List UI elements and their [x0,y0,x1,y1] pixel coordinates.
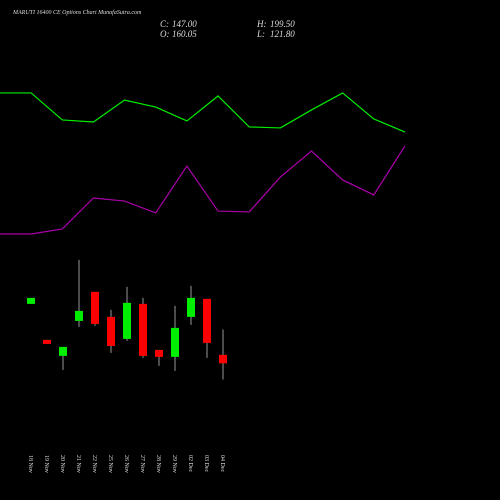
x-tick-label: 20 Nov [59,455,65,473]
header-key: L: [256,29,265,39]
header-key: H: [256,19,267,29]
x-tick-label: 19 Nov [43,455,49,473]
header-value: 199.50 [270,19,295,29]
candle-body [107,316,115,346]
header-value: 160.05 [172,29,197,39]
candle-body [59,346,67,356]
candle-body [203,298,211,343]
x-tick-label: 22 Nov [91,455,97,473]
candle-body [75,310,83,321]
header-key: O: [160,29,170,39]
candle-body [91,291,99,324]
x-tick-label: 02 Dec [187,455,193,472]
line-series [0,92,406,133]
x-tick-label: 18 Nov [27,455,33,473]
header-value: 121.80 [270,29,295,39]
x-tick-label: 27 Nov [139,455,145,473]
candle-body [187,297,195,317]
candle-body [219,354,227,364]
x-tick-label: 04 Dec [219,455,225,472]
header-key: C: [160,19,169,29]
candle-body [43,339,51,344]
header-value: 147.00 [172,19,197,29]
candle-body [123,302,131,339]
x-tick-label: 25 Nov [107,455,113,473]
x-tick-label: 21 Nov [75,455,81,473]
x-tick-label: 29 Nov [171,455,177,473]
line-series [0,145,406,235]
x-tick-label: 28 Nov [155,455,161,473]
candle-body [27,297,35,304]
candle-body [171,327,179,357]
x-tick-label: 26 Nov [123,455,129,473]
chart-title: MARUTI 16400 CE Options Chart MunafaSutr… [12,9,142,16]
candle-body [139,303,147,356]
candle-body [155,349,163,357]
x-tick-label: 03 Dec [203,455,209,472]
